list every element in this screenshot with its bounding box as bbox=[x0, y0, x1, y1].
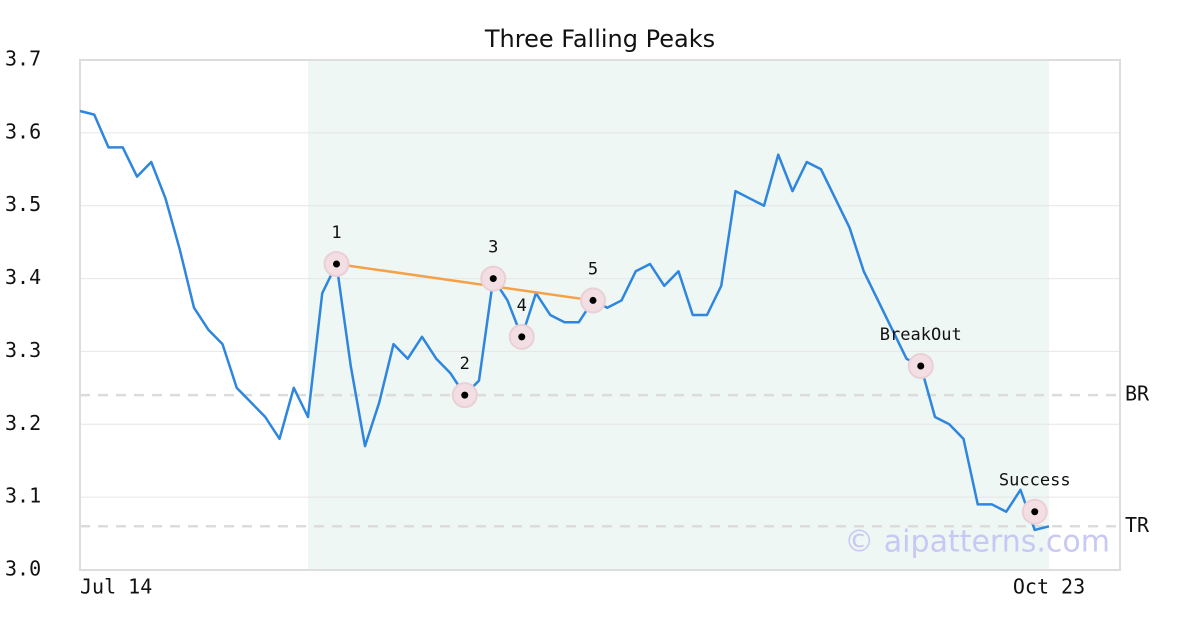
annotation-dot bbox=[461, 391, 469, 399]
x-tick-label: Jul 14 bbox=[80, 575, 152, 599]
annotation-label: BreakOut bbox=[880, 325, 962, 345]
watermark: © aipatterns.com bbox=[844, 525, 1110, 560]
y-tick-label: 3.0 bbox=[5, 557, 41, 581]
annotation-dot bbox=[333, 260, 340, 268]
annotation-label: Success bbox=[999, 471, 1071, 491]
y-tick-label: 3.5 bbox=[5, 192, 41, 216]
annotation-label: 4 bbox=[517, 296, 527, 316]
y-tick-label: 3.4 bbox=[5, 265, 41, 289]
chart-title: Three Falling Peaks bbox=[484, 25, 715, 53]
y-tick-label: 3.3 bbox=[5, 338, 41, 362]
annotation-label: 1 bbox=[331, 223, 341, 243]
shaded-region bbox=[308, 60, 1049, 570]
annotation-dot bbox=[917, 362, 925, 370]
y-tick-label: 3.1 bbox=[5, 484, 41, 508]
plot-frame bbox=[79, 59, 1121, 571]
annotation-label: 2 bbox=[460, 354, 470, 374]
annotation-dot bbox=[589, 296, 597, 304]
y-tick-label: 3.6 bbox=[5, 119, 41, 143]
reference-label: TR bbox=[1125, 513, 1150, 537]
annotation-dot bbox=[518, 333, 526, 341]
y-tick-label: 3.7 bbox=[5, 47, 41, 71]
annotation-dot bbox=[489, 275, 497, 283]
trend-line bbox=[336, 262, 594, 302]
annotation-label: 5 bbox=[588, 259, 598, 279]
y-tick-label: 3.2 bbox=[5, 411, 41, 435]
annotation-label: 3 bbox=[488, 238, 498, 258]
annotation-dot bbox=[1031, 508, 1039, 516]
reference-label: BR bbox=[1125, 382, 1150, 406]
price-line bbox=[79, 109, 1050, 532]
x-tick-label: Oct 23 bbox=[1013, 575, 1085, 599]
